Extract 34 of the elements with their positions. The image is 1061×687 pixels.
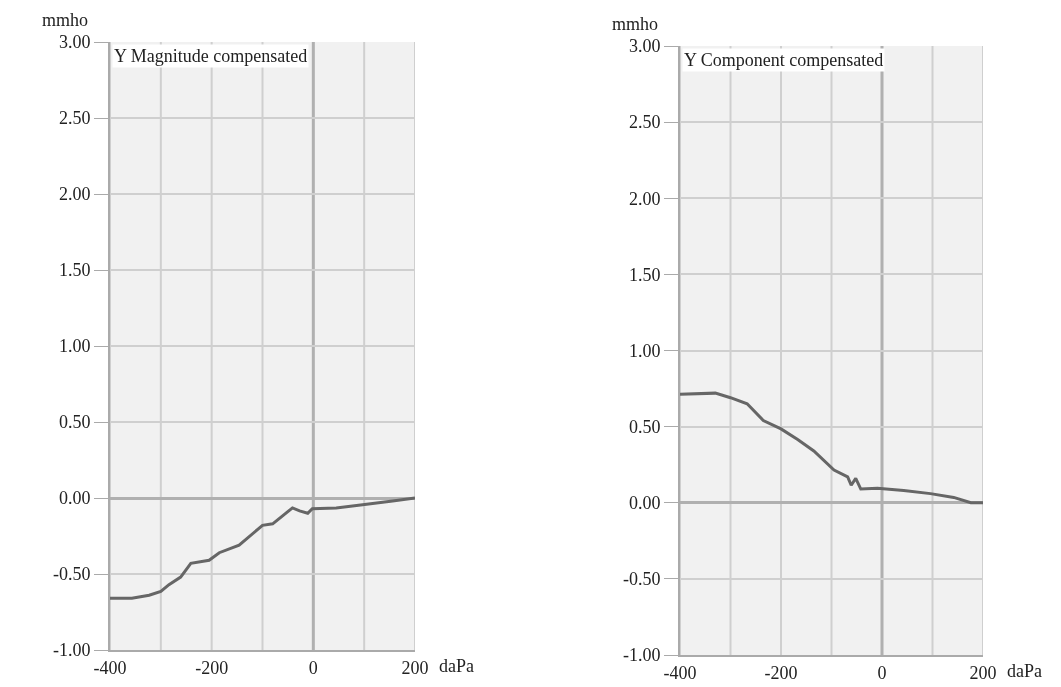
x-tick-label: -400 <box>93 657 127 678</box>
y-tick-label: 3.00 <box>58 32 91 53</box>
x-tick-label: 0 <box>877 662 887 683</box>
y-tick-label: 1.50 <box>628 264 661 285</box>
y-tick-label: 0.00 <box>628 493 661 514</box>
y-tick-label: 2.00 <box>628 188 661 209</box>
y-tick-label: 1.00 <box>58 336 91 357</box>
y-axis-title: mmho <box>42 10 89 30</box>
y-tick-label: 2.50 <box>58 108 91 129</box>
y-tick-label: -1.00 <box>622 645 661 666</box>
y-tick-label: 3.00 <box>628 36 661 57</box>
chart-title: Y Magnitude compensated <box>114 46 308 66</box>
y-tick-label: -1.00 <box>52 640 91 661</box>
x-tick-label: -400 <box>663 662 697 683</box>
x-axis-title: daPa <box>439 656 474 676</box>
y-tick-label: 1.00 <box>628 340 661 361</box>
x-tick-label: -200 <box>195 657 229 678</box>
y-tick-label: 2.50 <box>628 112 661 133</box>
y-axis-title: mmho <box>612 14 659 34</box>
y-tick-label: 0.00 <box>58 488 91 509</box>
x-axis-title: daPa <box>1007 661 1042 681</box>
x-tick-label: 200 <box>401 657 429 678</box>
y-tick-label: 2.00 <box>58 184 91 205</box>
y-tick-label: -0.50 <box>52 564 91 585</box>
x-tick-label: 0 <box>308 657 318 678</box>
line-series <box>110 496 415 600</box>
x-tick-label: 200 <box>969 662 997 683</box>
y-tick-label: 1.50 <box>58 260 91 281</box>
line-series <box>680 391 983 505</box>
y-tick-label: -0.50 <box>622 569 661 590</box>
chart-title: Y Component compensated <box>684 50 884 70</box>
x-tick-label: -200 <box>764 662 798 683</box>
y-tick-label: 0.50 <box>58 412 91 433</box>
y-tick-label: 0.50 <box>628 416 661 437</box>
